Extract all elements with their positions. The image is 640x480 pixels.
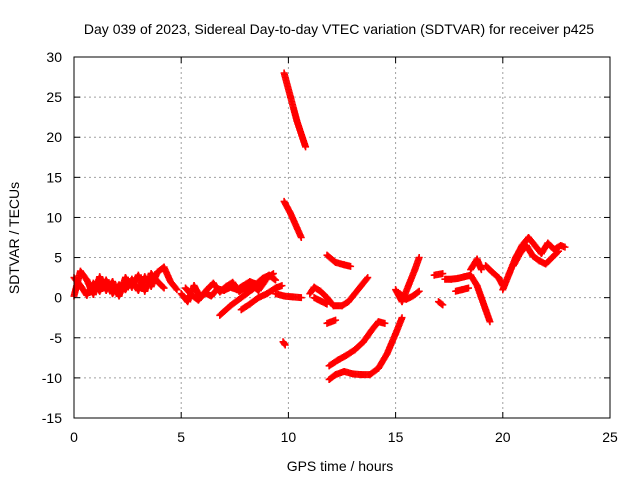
data-point (414, 288, 422, 296)
data-point (281, 341, 289, 349)
x-tick-label: 10 (281, 429, 297, 445)
y-tick-label: 30 (46, 49, 62, 65)
data-point (270, 275, 278, 283)
x-tick-label: 25 (602, 429, 618, 445)
x-tick-label: 0 (70, 429, 78, 445)
y-tick-label: 25 (46, 89, 62, 105)
data-point (278, 282, 286, 290)
data-point (272, 276, 280, 284)
plot-frame (73, 56, 611, 419)
x-axis-label: GPS time / hours (287, 458, 394, 474)
data-point (297, 294, 305, 302)
plot-points (70, 69, 569, 383)
y-axis-label: SDTVAR / TECUs (6, 182, 22, 294)
data-point (159, 283, 167, 291)
data-point (439, 301, 447, 309)
data-point (269, 270, 277, 278)
data-point (553, 248, 561, 256)
data-point (363, 275, 371, 283)
x-tick-label: 15 (388, 429, 404, 445)
data-point (347, 262, 355, 270)
x-tick-label: 5 (177, 429, 185, 445)
data-point (172, 284, 180, 292)
data-point (364, 274, 372, 282)
data-point (398, 314, 406, 322)
y-tick-label: 0 (54, 290, 62, 306)
data-point (323, 300, 331, 308)
y-tick-label: -10 (42, 370, 62, 386)
data-point (477, 266, 485, 274)
data-point (268, 270, 276, 278)
data-point (561, 243, 569, 251)
data-point (332, 316, 340, 324)
x-tick-label: 20 (495, 429, 511, 445)
chart-title: Day 039 of 2023, Sidereal Day-to-day VTE… (84, 21, 594, 37)
data-point (173, 286, 181, 294)
data-point (302, 143, 310, 151)
data-point (555, 247, 563, 255)
y-tick-label: -5 (50, 330, 63, 346)
y-tick-label: 15 (46, 169, 62, 185)
data-point (415, 287, 423, 295)
data-point (381, 319, 389, 327)
data-point (486, 318, 494, 326)
data-point (438, 300, 446, 308)
y-tick-label: 5 (54, 250, 62, 266)
y-tick-label: 20 (46, 129, 62, 145)
data-point (464, 284, 472, 292)
ticks: 0 5 10 15 20 25 -15 -10 -5 0 5 10 15 20 25 30 (42, 49, 618, 445)
y-tick-label: 10 (46, 209, 62, 225)
data-point (439, 270, 447, 278)
data-point (160, 284, 168, 292)
y-tick-label: -15 (42, 410, 62, 426)
data-point (415, 254, 423, 262)
data-point (297, 234, 305, 241)
